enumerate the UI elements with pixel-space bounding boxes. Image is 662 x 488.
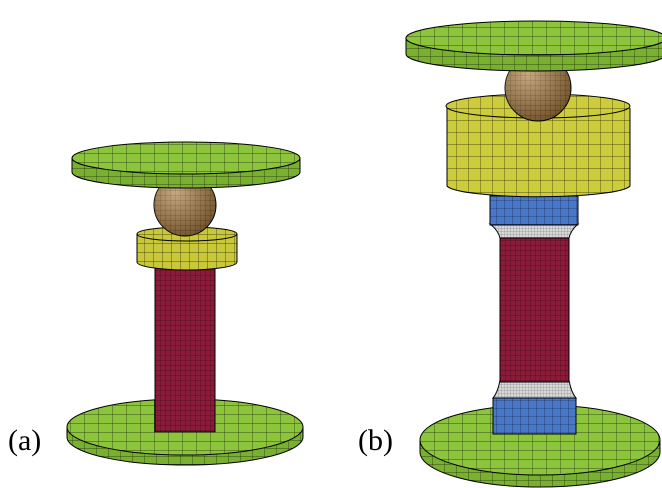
panel-label: (b) <box>358 424 393 457</box>
figure: (a) (b) <box>0 0 662 488</box>
model-b <box>406 21 662 487</box>
model-a <box>67 142 303 465</box>
panel-label: (a) <box>8 424 41 457</box>
